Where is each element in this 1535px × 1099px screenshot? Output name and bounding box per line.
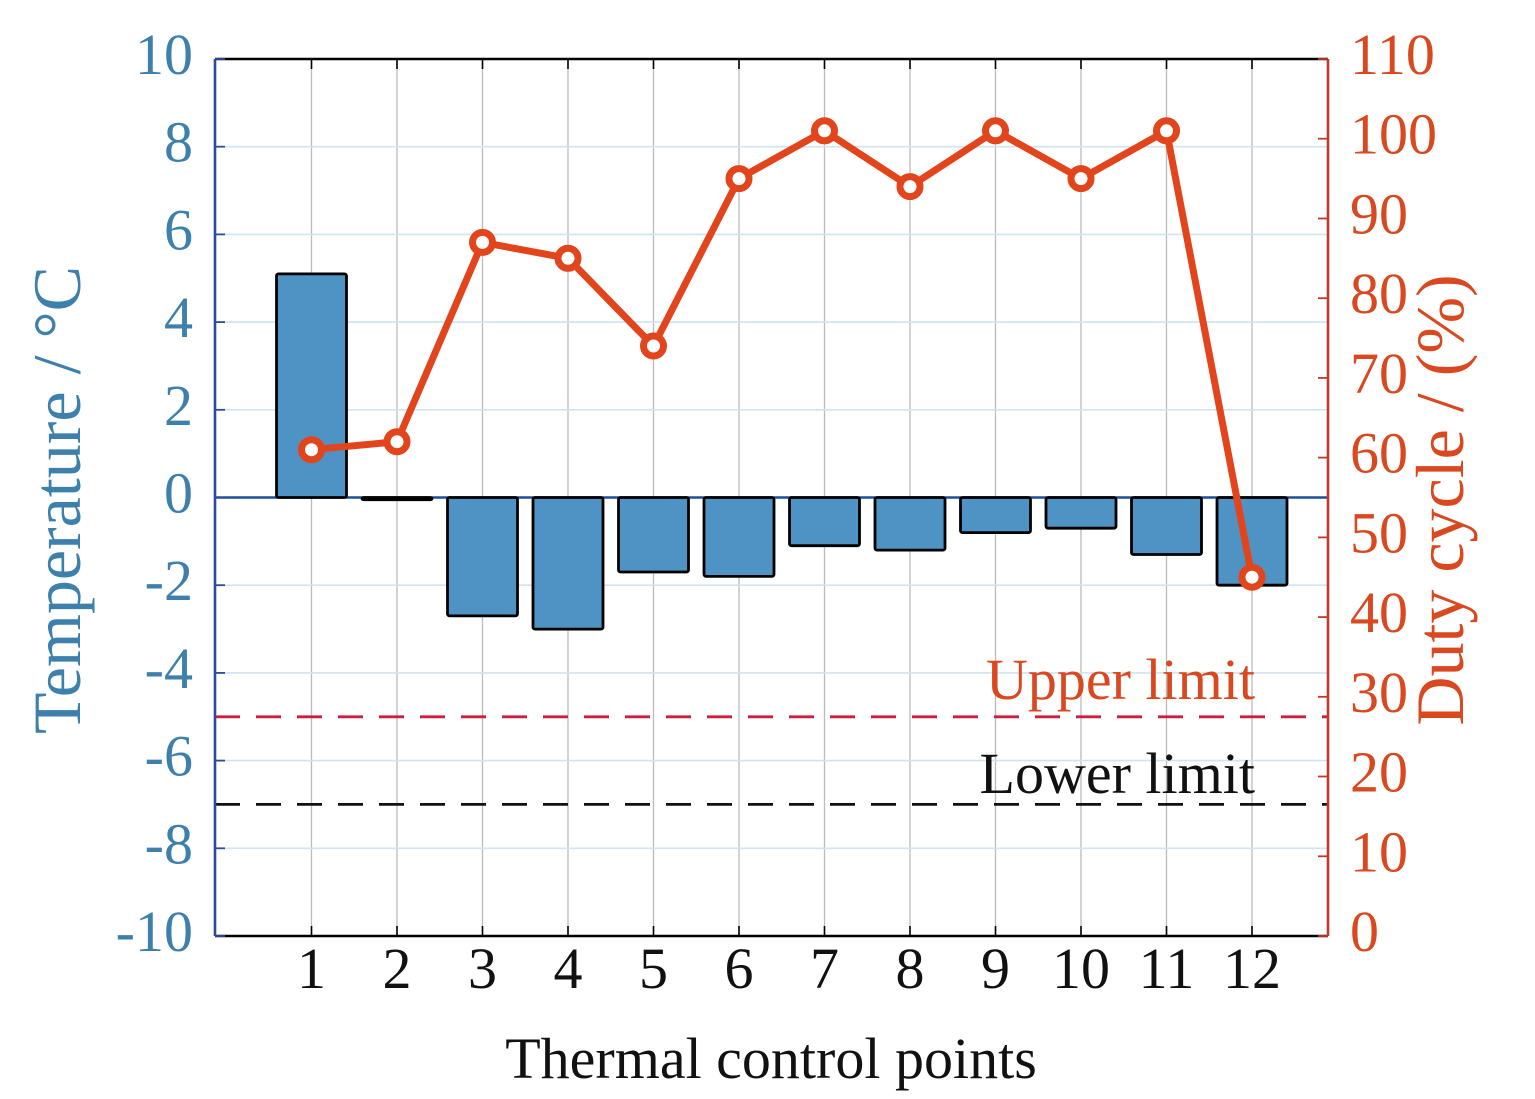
svg-text:2: 2 (164, 373, 193, 438)
svg-text:0: 0 (164, 461, 193, 526)
svg-text:1: 1 (297, 936, 326, 1001)
svg-text:Lower limit: Lower limit (980, 741, 1255, 806)
svg-text:3: 3 (468, 936, 497, 1001)
svg-text:Duty cycle / (%): Duty cycle / (%) (1402, 274, 1478, 725)
svg-text:-8: -8 (145, 811, 193, 876)
svg-text:0: 0 (1350, 899, 1379, 964)
svg-text:100: 100 (1350, 102, 1437, 167)
svg-text:7: 7 (810, 936, 839, 1001)
svg-text:90: 90 (1350, 182, 1408, 247)
svg-text:40: 40 (1350, 580, 1408, 645)
svg-text:-10: -10 (116, 899, 193, 964)
svg-text:5: 5 (639, 936, 668, 1001)
svg-text:60: 60 (1350, 421, 1408, 486)
svg-text:8: 8 (164, 110, 193, 175)
svg-text:10: 10 (1052, 936, 1110, 1001)
svg-text:-4: -4 (145, 636, 193, 701)
svg-text:70: 70 (1350, 341, 1408, 406)
svg-text:-2: -2 (145, 548, 193, 613)
svg-text:12: 12 (1223, 936, 1281, 1001)
svg-text:-6: -6 (145, 724, 193, 789)
svg-text:2: 2 (383, 936, 412, 1001)
svg-text:20: 20 (1350, 740, 1408, 805)
svg-text:Upper limit: Upper limit (986, 647, 1255, 712)
svg-text:30: 30 (1350, 660, 1408, 725)
svg-text:9: 9 (981, 936, 1010, 1001)
svg-text:6: 6 (164, 197, 193, 262)
svg-text:11: 11 (1139, 936, 1195, 1001)
svg-text:4: 4 (164, 285, 193, 350)
svg-text:10: 10 (1350, 819, 1408, 884)
svg-text:4: 4 (554, 936, 583, 1001)
svg-text:10: 10 (135, 22, 193, 87)
svg-text:6: 6 (725, 936, 754, 1001)
svg-text:80: 80 (1350, 261, 1408, 326)
svg-text:50: 50 (1350, 500, 1408, 565)
svg-text:Temperature / °C: Temperature / °C (19, 266, 95, 734)
svg-text:Thermal control points: Thermal control points (505, 1026, 1037, 1091)
svg-text:8: 8 (896, 936, 925, 1001)
svg-text:110: 110 (1350, 22, 1435, 87)
